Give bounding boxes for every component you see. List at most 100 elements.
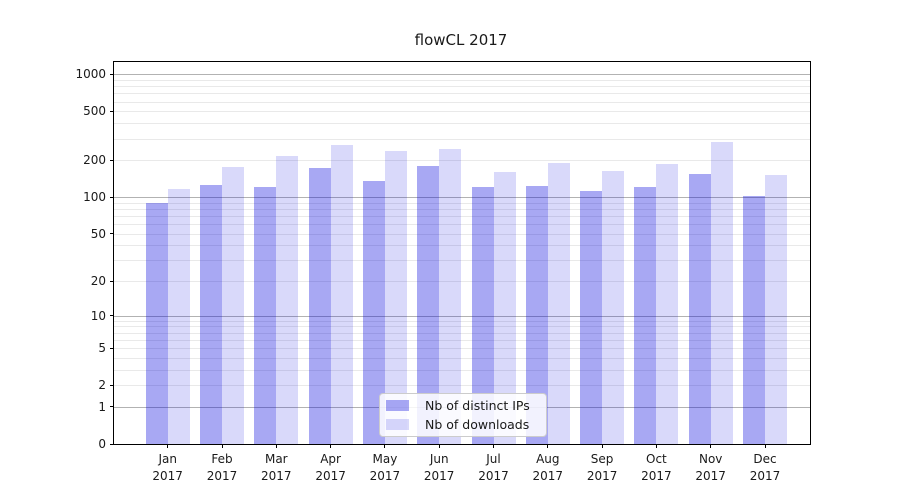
minor-gridline xyxy=(114,86,810,88)
minor-gridline xyxy=(114,160,810,162)
x-tick-label: Oct 2017 xyxy=(624,451,688,485)
x-tick-mark xyxy=(330,444,332,448)
y-tick-label: 20 xyxy=(90,274,106,289)
x-tick-year: 2017 xyxy=(586,469,618,483)
x-tick-month: Dec xyxy=(753,452,777,466)
y-tick-label: 5 xyxy=(98,341,106,356)
y-tick-label: 50 xyxy=(90,226,106,241)
y-tick-label: 500 xyxy=(83,104,106,119)
x-tick-year: 2017 xyxy=(369,469,401,483)
bar-downloads-mar xyxy=(276,155,299,444)
x-tick-year: 2017 xyxy=(749,469,781,483)
x-tick-month: Nov xyxy=(698,452,723,466)
y-tick-label: 1000 xyxy=(75,67,106,82)
x-tick-label: Jul 2017 xyxy=(462,451,526,485)
bar-ips-dec xyxy=(743,195,765,444)
x-tick-year: 2017 xyxy=(423,469,455,483)
bar-ips-nov xyxy=(688,173,711,444)
chart-title: flowCL 2017 xyxy=(414,31,508,49)
x-tick-month: Jul xyxy=(486,452,501,466)
x-tick-year: 2017 xyxy=(478,469,509,483)
bar-downloads-oct xyxy=(656,164,679,444)
minor-gridline xyxy=(114,224,810,225)
bar-ips-jul xyxy=(471,186,494,444)
minor-gridline xyxy=(114,79,810,81)
x-tick-year: 2017 xyxy=(695,469,726,483)
minor-gridline xyxy=(114,326,810,328)
bar-ips-sep xyxy=(580,191,603,444)
legend-label-downloads: Nb of downloads xyxy=(425,417,530,432)
x-tick-month: Apr xyxy=(320,452,341,466)
y-tick-mark xyxy=(110,443,114,445)
minor-gridline xyxy=(114,332,810,334)
y-tick-label: 10 xyxy=(90,308,106,323)
bar-downloads-feb xyxy=(222,166,244,444)
x-tick-mark xyxy=(493,444,494,448)
x-tick-month: Oct xyxy=(646,452,667,466)
x-tick-label: Nov 2017 xyxy=(679,451,743,485)
x-tick-mark xyxy=(764,444,766,448)
x-tick-label: Dec 2017 xyxy=(733,451,797,485)
y-tick-label: 1 xyxy=(98,399,106,414)
x-tick-year: 2017 xyxy=(532,469,564,483)
legend-swatch-downloads xyxy=(386,419,409,430)
minor-gridline xyxy=(114,111,810,113)
x-tick-label: Jan 2017 xyxy=(136,451,200,485)
x-tick-mark xyxy=(167,444,169,448)
x-tick-year: 2017 xyxy=(206,469,238,483)
x-tick-year: 2017 xyxy=(152,469,183,483)
minor-gridline xyxy=(114,369,810,371)
x-tick-month: May xyxy=(372,452,398,466)
minor-gridline xyxy=(114,208,810,210)
minor-gridline xyxy=(114,348,810,350)
x-tick-label: May 2017 xyxy=(353,451,417,485)
x-tick-month: Jan xyxy=(158,452,177,466)
bar-downloads-apr xyxy=(330,144,353,444)
bar-downloads-nov xyxy=(710,142,733,444)
bar-downloads-aug xyxy=(547,163,570,444)
x-tick-label: Feb 2017 xyxy=(190,451,254,485)
x-tick-mark xyxy=(655,444,657,448)
x-tick-year: 2017 xyxy=(261,469,292,483)
y-tick-mark xyxy=(110,280,114,282)
x-tick-mark xyxy=(221,444,223,448)
legend-swatch-distinct-ips xyxy=(386,400,409,411)
x-tick-mark xyxy=(384,444,386,448)
x-tick-label: Apr 2017 xyxy=(299,451,363,485)
minor-gridline xyxy=(114,202,810,204)
bar-downloads-may xyxy=(384,150,407,444)
bar-downloads-sep xyxy=(602,170,625,444)
minor-gridline xyxy=(114,138,810,140)
bar-ips-apr xyxy=(308,167,331,444)
bar-downloads-dec xyxy=(765,174,787,444)
bar-ips-aug xyxy=(525,185,548,444)
legend-item-downloads: Nb of downloads xyxy=(386,417,540,432)
y-tick-mark xyxy=(110,110,114,112)
minor-gridline xyxy=(114,123,810,125)
major-gridline xyxy=(114,74,810,76)
minor-gridline xyxy=(114,357,810,359)
y-tick-mark xyxy=(110,384,114,386)
legend-item-distinct-ips: Nb of distinct IPs xyxy=(386,398,540,413)
x-tick-year: 2017 xyxy=(641,469,672,483)
x-tick-mark xyxy=(438,444,440,448)
minor-gridline xyxy=(114,281,810,283)
bar-ips-oct xyxy=(634,187,657,444)
bar-ips-jun xyxy=(417,166,440,444)
legend-label-distinct-ips: Nb of distinct IPs xyxy=(425,398,530,413)
x-tick-year: 2017 xyxy=(315,469,346,483)
x-tick-mark xyxy=(601,444,603,448)
bar-ips-jan xyxy=(145,202,168,444)
x-tick-month: Jun xyxy=(429,452,449,466)
minor-gridline xyxy=(114,320,810,322)
bar-downloads-jun xyxy=(439,148,462,444)
bar-ips-may xyxy=(362,180,385,444)
x-tick-mark xyxy=(275,444,277,448)
bar-downloads-jan xyxy=(167,188,190,444)
x-tick-month: Mar xyxy=(264,452,288,466)
bar-ips-mar xyxy=(254,187,277,444)
bar-ips-feb xyxy=(200,184,222,444)
y-tick-mark xyxy=(110,233,114,235)
minor-gridline xyxy=(114,93,810,95)
